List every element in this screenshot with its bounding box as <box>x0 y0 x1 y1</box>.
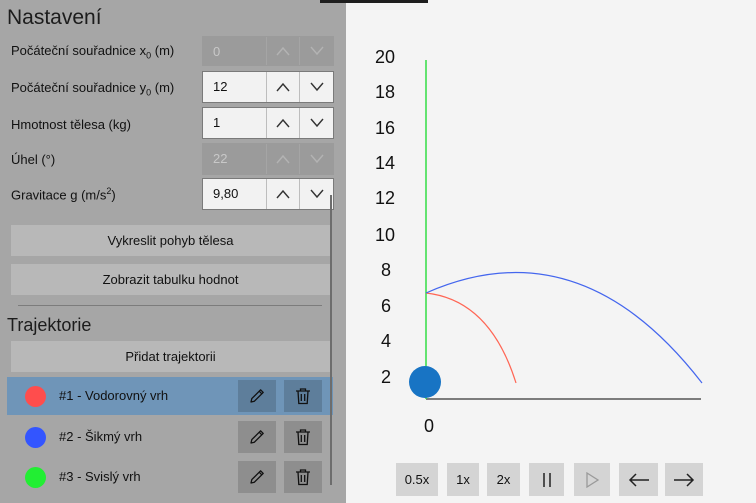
y-tick-label: 2 <box>381 367 392 387</box>
settings-panel: Nastavení Počáteční souřadnice x0 (m) 0 … <box>0 0 346 503</box>
chevron-down-icon <box>310 189 324 199</box>
angle-increment-button[interactable] <box>265 144 300 174</box>
chevron-up-icon <box>276 82 290 92</box>
chevron-down-icon <box>310 46 324 56</box>
mass-label: Hmotnost tělesa (kg) <box>11 117 131 132</box>
x0-stepper[interactable]: 0 <box>202 36 334 66</box>
pencil-icon <box>250 470 264 484</box>
y-tick-label: 8 <box>381 260 392 280</box>
chevron-up-icon <box>276 118 290 128</box>
speed-half-button[interactable]: 0.5x <box>396 463 438 496</box>
y-tick-label: 18 <box>375 82 396 102</box>
gravity-decrement-button[interactable] <box>299 179 333 209</box>
trajectory-color-dot <box>25 386 46 407</box>
divider <box>18 305 322 306</box>
trajectory-name: #3 - Svislý vrh <box>59 469 141 484</box>
y-tick-label: 12 <box>375 188 396 208</box>
play-button[interactable] <box>574 463 610 496</box>
speed-1x-button[interactable]: 1x <box>447 463 479 496</box>
chevron-up-icon <box>276 154 290 164</box>
gravity-label: Gravitace g (m/s2) <box>11 186 116 203</box>
trash-icon <box>296 469 310 486</box>
play-icon <box>586 471 599 488</box>
show-table-button[interactable]: Zobrazit tabulku hodnot <box>11 264 330 295</box>
angle-decrement-button[interactable] <box>299 144 333 174</box>
scrollbar[interactable] <box>330 195 332 485</box>
gravity-value[interactable]: 9,80 <box>213 186 239 201</box>
chevron-down-icon <box>310 154 324 164</box>
x0-value[interactable]: 0 <box>213 44 221 59</box>
delete-trajectory-button[interactable] <box>284 461 322 493</box>
draw-motion-button[interactable]: Vykreslit pohyb tělesa <box>11 225 330 256</box>
trajectory-name: #2 - Šikmý vrh <box>59 429 143 444</box>
trajectory-item[interactable]: #1 - Vodorovný vrh <box>7 377 333 415</box>
gravity-stepper[interactable]: 9,80 <box>202 178 334 210</box>
speed-2x-button[interactable]: 2x <box>487 463 520 496</box>
trajectories-title: Trajektorie <box>7 315 92 335</box>
x0-increment-button[interactable] <box>265 37 300 65</box>
chevron-down-icon <box>310 118 324 128</box>
trajectory-item[interactable]: #3 - Svislý vrh <box>7 458 333 496</box>
y-tick-label: 10 <box>375 225 396 245</box>
delete-trajectory-button[interactable] <box>284 380 322 412</box>
mass-value[interactable]: 1 <box>213 115 221 130</box>
edit-trajectory-button[interactable] <box>238 421 276 453</box>
mass-increment-button[interactable] <box>265 108 300 138</box>
y0-decrement-button[interactable] <box>299 72 333 102</box>
step-back-button[interactable] <box>619 463 658 496</box>
delete-trajectory-button[interactable] <box>284 421 322 453</box>
edit-trajectory-button[interactable] <box>238 461 276 493</box>
trajectory-color-dot <box>25 427 46 448</box>
add-trajectory-button[interactable]: Přidat trajektorii <box>11 341 330 372</box>
y0-stepper[interactable]: 12 <box>202 71 334 103</box>
y0-increment-button[interactable] <box>265 72 300 102</box>
y0-label: Počáteční souřadnice y0 (m) <box>11 80 175 98</box>
angle-value[interactable]: 22 <box>213 151 228 166</box>
y-tick-label: 14 <box>375 153 396 173</box>
angle-stepper[interactable]: 22 <box>202 143 334 175</box>
trash-icon <box>296 388 310 405</box>
pencil-icon <box>250 389 264 403</box>
mass-decrement-button[interactable] <box>299 108 333 138</box>
y-tick-label: 16 <box>375 118 396 138</box>
step-forward-button[interactable] <box>665 463 703 496</box>
title-bar-edge <box>320 0 428 3</box>
projectile-ball <box>409 366 441 398</box>
pencil-icon <box>250 430 264 444</box>
x-zero-label: 0 <box>424 416 435 436</box>
oblique-throw-path <box>425 271 703 384</box>
x0-decrement-button[interactable] <box>299 37 333 65</box>
pause-icon <box>542 472 551 487</box>
chevron-down-icon <box>310 82 324 92</box>
y-tick-label: 6 <box>381 296 392 316</box>
chevron-up-icon <box>276 46 290 56</box>
edit-trajectory-button[interactable] <box>238 380 276 412</box>
pause-button[interactable] <box>529 463 564 496</box>
trajectory-color-dot <box>25 467 46 488</box>
trajectory-name: #1 - Vodorovný vrh <box>59 388 169 403</box>
x0-label: Počáteční souřadnice x0 (m) <box>11 43 175 61</box>
chevron-up-icon <box>276 189 290 199</box>
settings-title: Nastavení <box>7 6 102 29</box>
trash-icon <box>296 429 310 446</box>
arrow-left-icon <box>628 472 649 487</box>
y0-value[interactable]: 12 <box>213 79 228 94</box>
mass-stepper[interactable]: 1 <box>202 107 334 139</box>
arrow-right-icon <box>674 472 695 487</box>
horizontal-throw-path <box>425 292 517 384</box>
trajectory-item[interactable]: #2 - Šikmý vrh <box>7 418 333 456</box>
simulation-canvas <box>346 0 756 503</box>
y-tick-label: 4 <box>381 331 392 351</box>
y-tick-label: 20 <box>375 47 396 67</box>
gravity-increment-button[interactable] <box>265 179 300 209</box>
angle-label: Úhel (°) <box>11 152 56 167</box>
